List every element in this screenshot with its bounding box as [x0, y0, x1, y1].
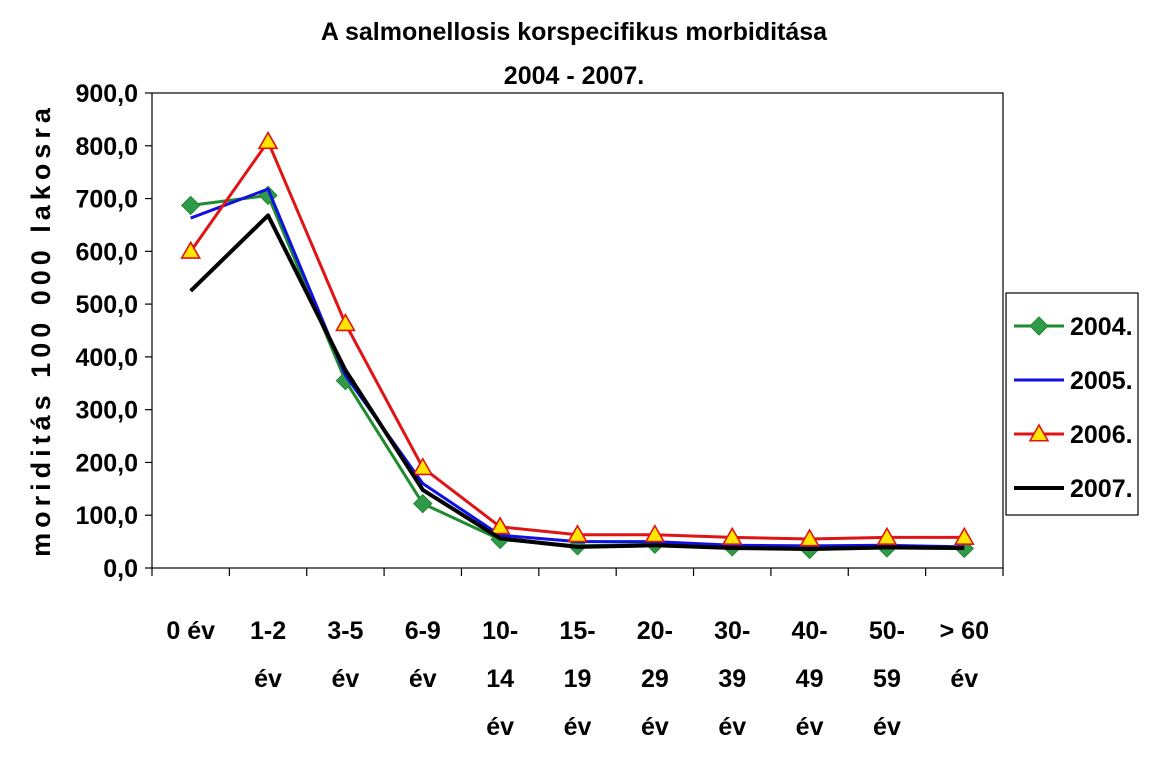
- y-tick-label: 700,0: [75, 186, 138, 214]
- legend: 2004. 2005. 2006. 2007.: [1005, 292, 1139, 516]
- x-tick-label: 30- 39 év: [714, 617, 750, 741]
- y-axis-label: moriditás 100 000 lakosra: [26, 103, 56, 557]
- plot-area: 0,0 100,0 200,0 300,0 400,0 500,0 600,0 700,0 80…: [75, 80, 1004, 741]
- legend-label: 2006.: [1070, 421, 1133, 449]
- x-tick-label-line: 0 év: [166, 617, 215, 645]
- x-tick-label-line: 39: [718, 665, 746, 693]
- legend-label: 2007.: [1070, 475, 1133, 503]
- x-tick-label-line: év: [564, 713, 592, 741]
- data-point-0: [180, 195, 201, 216]
- data-point-2: [489, 516, 511, 535]
- series-line-2: [189, 140, 965, 541]
- plot-frame: [151, 92, 1004, 569]
- legend-box: [1005, 292, 1139, 516]
- x-tick-label: 20- 29 év: [637, 617, 673, 741]
- x-tick-label-line: 15-: [559, 617, 595, 645]
- x-tick-label-line: 49: [796, 665, 824, 693]
- x-tick-label: > 60 év: [940, 617, 989, 693]
- x-tick-label-line: 6-9: [405, 617, 441, 645]
- legend-label: 2004.: [1070, 313, 1133, 341]
- x-tick-label-line: 3-5: [327, 617, 363, 645]
- y-tick-label: 600,0: [75, 238, 138, 266]
- data-point-2: [335, 313, 356, 332]
- data-point-2: [876, 526, 898, 545]
- series-line-3: [189, 213, 965, 551]
- x-tick-label-line: 30-: [714, 617, 750, 645]
- x-tick-label: 40- 49 év: [792, 617, 828, 741]
- x-tick-label-line: év: [950, 665, 978, 693]
- data-point-2: [799, 528, 820, 547]
- x-tick-label: 6-9 év: [405, 617, 441, 693]
- series-line-0: [190, 193, 965, 552]
- x-tick-label-line: 19: [564, 665, 592, 693]
- x-tick-label-line: év: [641, 713, 669, 741]
- x-tick-label-line: 59: [873, 665, 901, 693]
- x-tick-label: 3-5 év: [327, 617, 363, 693]
- y-tick-label: 900,0: [75, 80, 138, 108]
- y-tick-label: 300,0: [75, 397, 138, 425]
- chart-subtitle: 2004 - 2007.: [504, 62, 644, 90]
- chart-title: A salmonellosis korspecifikus morbiditás…: [321, 18, 828, 46]
- x-tick-label-line: év: [796, 713, 824, 741]
- x-tick-label-line: 10-: [482, 617, 518, 645]
- x-tick-label-line: 40-: [792, 617, 828, 645]
- legend-marker: [1029, 316, 1049, 336]
- y-tick-label: 800,0: [75, 133, 138, 161]
- x-tick-label-line: 50-: [869, 617, 905, 645]
- x-tick-label-line: 29: [641, 665, 669, 693]
- x-tick-label-line: 20-: [637, 617, 673, 645]
- data-point-2: [953, 526, 975, 545]
- y-tick-label: 0,0: [103, 555, 138, 583]
- data-point-2: [567, 524, 588, 543]
- x-tick-label-line: év: [254, 665, 282, 693]
- data-point-2: [644, 524, 666, 543]
- y-tick-label: 500,0: [75, 291, 138, 319]
- x-tick-label: 1-2 év: [250, 617, 286, 693]
- x-tick-label-line: 14: [486, 665, 514, 693]
- x-tick-label-line: év: [718, 713, 746, 741]
- x-tick-label: 15- 19 év: [559, 617, 595, 741]
- data-point-0: [413, 493, 433, 514]
- legend-marker: [1028, 423, 1050, 442]
- x-tick-label-line: év: [486, 713, 514, 741]
- x-tick-label: 10- 14 év: [482, 617, 518, 741]
- x-tick-label: 0 év: [166, 617, 215, 645]
- x-tick-label-line: év: [873, 713, 901, 741]
- y-tick-label: 100,0: [75, 502, 138, 530]
- x-tick-label-line: év: [332, 665, 360, 693]
- data-point-2: [180, 240, 202, 259]
- y-tick-label: 400,0: [75, 344, 138, 372]
- data-point-2: [412, 457, 434, 476]
- y-tick-label: 200,0: [75, 449, 138, 477]
- x-tick-label-line: év: [409, 665, 437, 693]
- x-tick-label: 50- 59 év: [869, 617, 905, 741]
- legend-label: 2005.: [1070, 367, 1133, 395]
- series-line-1: [190, 187, 965, 549]
- x-tick-label-line: > 60: [940, 617, 989, 645]
- x-tick-label-line: 1-2: [250, 617, 286, 645]
- data-point-2: [257, 130, 279, 150]
- data-point-2: [721, 526, 743, 545]
